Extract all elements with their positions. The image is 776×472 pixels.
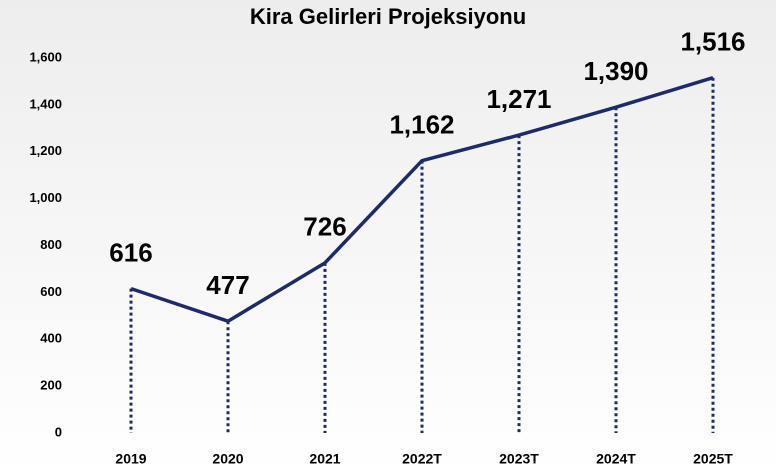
y-tick-label: 400 — [40, 331, 62, 346]
x-tick-label: 2024T — [596, 451, 636, 467]
data-label: 1,271 — [486, 84, 551, 114]
x-tick-label: 2022T — [402, 451, 442, 467]
data-label: 616 — [109, 238, 152, 268]
chart-title: Kira Gelirleri Projeksiyonu — [250, 4, 526, 29]
data-label: 1,516 — [680, 27, 745, 57]
data-line — [130, 76, 714, 323]
y-tick-label: 1,400 — [29, 96, 62, 111]
x-tick-label: 2021 — [309, 451, 340, 467]
y-tick-label: 800 — [40, 237, 62, 252]
y-tick-label: 1,000 — [29, 190, 62, 205]
y-tick-label: 200 — [40, 378, 62, 393]
y-tick-label: 1,600 — [29, 49, 62, 64]
y-tick-label: 0 — [55, 424, 62, 439]
x-tick-label: 2019 — [115, 451, 146, 467]
data-label: 477 — [206, 270, 249, 300]
data-label: 1,390 — [583, 56, 648, 86]
x-tick-label: 2023T — [499, 451, 539, 467]
data-label: 1,162 — [389, 110, 454, 140]
x-tick-label: 2020 — [212, 451, 243, 467]
y-tick-label: 600 — [40, 284, 62, 299]
x-tick-label: 2025T — [693, 451, 733, 467]
y-tick-label: 1,200 — [29, 143, 62, 158]
data-label: 726 — [303, 212, 346, 242]
